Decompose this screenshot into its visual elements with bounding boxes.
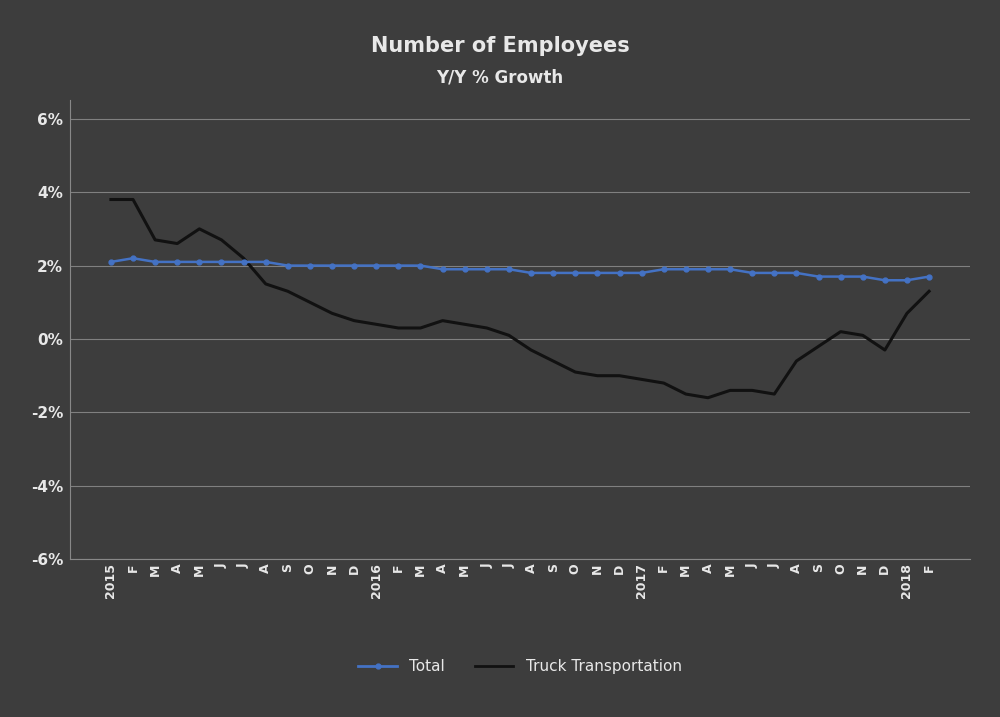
Truck Transportation	[879, 346, 891, 354]
Truck Transportation	[503, 331, 515, 340]
Total	[127, 254, 139, 262]
Total	[790, 269, 802, 277]
Truck Transportation	[193, 224, 205, 233]
Truck Transportation	[746, 386, 758, 394]
Total	[260, 257, 272, 266]
Text: Number of Employees: Number of Employees	[371, 36, 629, 56]
Total	[193, 257, 205, 266]
Total	[591, 269, 603, 277]
Truck Transportation	[835, 328, 847, 336]
Total	[547, 269, 559, 277]
Total	[215, 257, 227, 266]
Truck Transportation	[901, 309, 913, 318]
Truck Transportation	[857, 331, 869, 340]
Total	[392, 261, 404, 270]
Truck Transportation	[392, 323, 404, 332]
Total	[326, 261, 338, 270]
Total	[282, 261, 294, 270]
Truck Transportation	[525, 346, 537, 354]
Total	[702, 265, 714, 274]
Truck Transportation	[569, 368, 581, 376]
Total	[636, 269, 648, 277]
Truck Transportation	[724, 386, 736, 394]
Truck Transportation	[326, 309, 338, 318]
Total	[370, 261, 382, 270]
Total	[481, 265, 493, 274]
Truck Transportation	[680, 390, 692, 399]
Truck Transportation	[768, 390, 780, 399]
Truck Transportation	[923, 287, 935, 295]
Truck Transportation	[658, 379, 670, 387]
Truck Transportation	[370, 320, 382, 328]
Total	[724, 265, 736, 274]
Truck Transportation	[414, 323, 426, 332]
Truck Transportation	[636, 375, 648, 384]
Truck Transportation	[591, 371, 603, 380]
Truck Transportation	[171, 239, 183, 248]
Total	[105, 257, 117, 266]
Truck Transportation	[702, 394, 714, 402]
Total	[901, 276, 913, 285]
Total	[658, 265, 670, 274]
Total	[348, 261, 360, 270]
Truck Transportation	[215, 236, 227, 244]
Total	[768, 269, 780, 277]
Total	[238, 257, 250, 266]
Truck Transportation	[481, 323, 493, 332]
Line: Total: Total	[108, 256, 932, 282]
Total	[414, 261, 426, 270]
Text: Y/Y % Growth: Y/Y % Growth	[436, 68, 564, 86]
Total	[304, 261, 316, 270]
Truck Transportation	[105, 195, 117, 204]
Total	[459, 265, 471, 274]
Truck Transportation	[437, 316, 449, 325]
Total	[149, 257, 161, 266]
Truck Transportation	[459, 320, 471, 328]
Truck Transportation	[547, 357, 559, 366]
Line: Truck Transportation: Truck Transportation	[111, 199, 929, 398]
Total	[813, 272, 825, 281]
Total	[437, 265, 449, 274]
Total	[680, 265, 692, 274]
Truck Transportation	[127, 195, 139, 204]
Total	[569, 269, 581, 277]
Total	[835, 272, 847, 281]
Total	[879, 276, 891, 285]
Truck Transportation	[149, 236, 161, 244]
Total	[503, 265, 515, 274]
Truck Transportation	[348, 316, 360, 325]
Total	[923, 272, 935, 281]
Truck Transportation	[238, 254, 250, 262]
Total	[525, 269, 537, 277]
Total	[746, 269, 758, 277]
Legend: Total, Truck Transportation: Total, Truck Transportation	[352, 653, 688, 680]
Truck Transportation	[813, 342, 825, 351]
Truck Transportation	[260, 280, 272, 288]
Total	[857, 272, 869, 281]
Total	[171, 257, 183, 266]
Truck Transportation	[614, 371, 626, 380]
Truck Transportation	[304, 298, 316, 307]
Truck Transportation	[282, 287, 294, 295]
Truck Transportation	[790, 357, 802, 366]
Total	[614, 269, 626, 277]
